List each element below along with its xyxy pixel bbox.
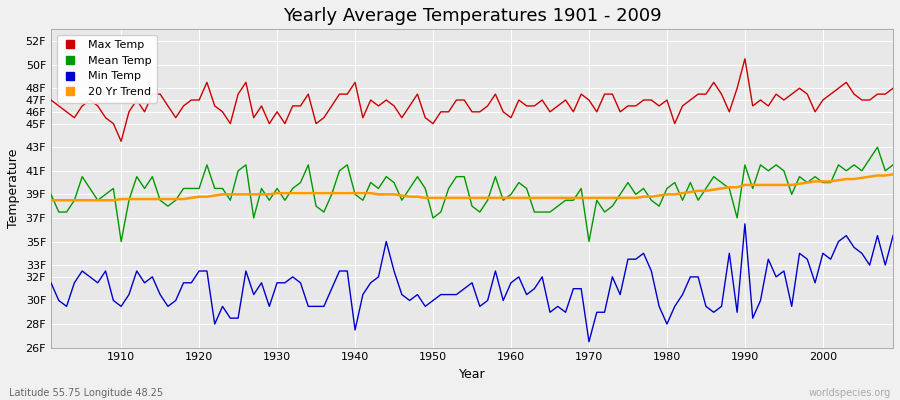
- Legend: Max Temp, Mean Temp, Min Temp, 20 Yr Trend: Max Temp, Mean Temp, Min Temp, 20 Yr Tre…: [57, 35, 157, 103]
- Title: Yearly Average Temperatures 1901 - 2009: Yearly Average Temperatures 1901 - 2009: [283, 7, 662, 25]
- X-axis label: Year: Year: [459, 368, 485, 381]
- Text: worldspecies.org: worldspecies.org: [809, 388, 891, 398]
- Y-axis label: Temperature: Temperature: [7, 149, 20, 228]
- Text: Latitude 55.75 Longitude 48.25: Latitude 55.75 Longitude 48.25: [9, 388, 163, 398]
